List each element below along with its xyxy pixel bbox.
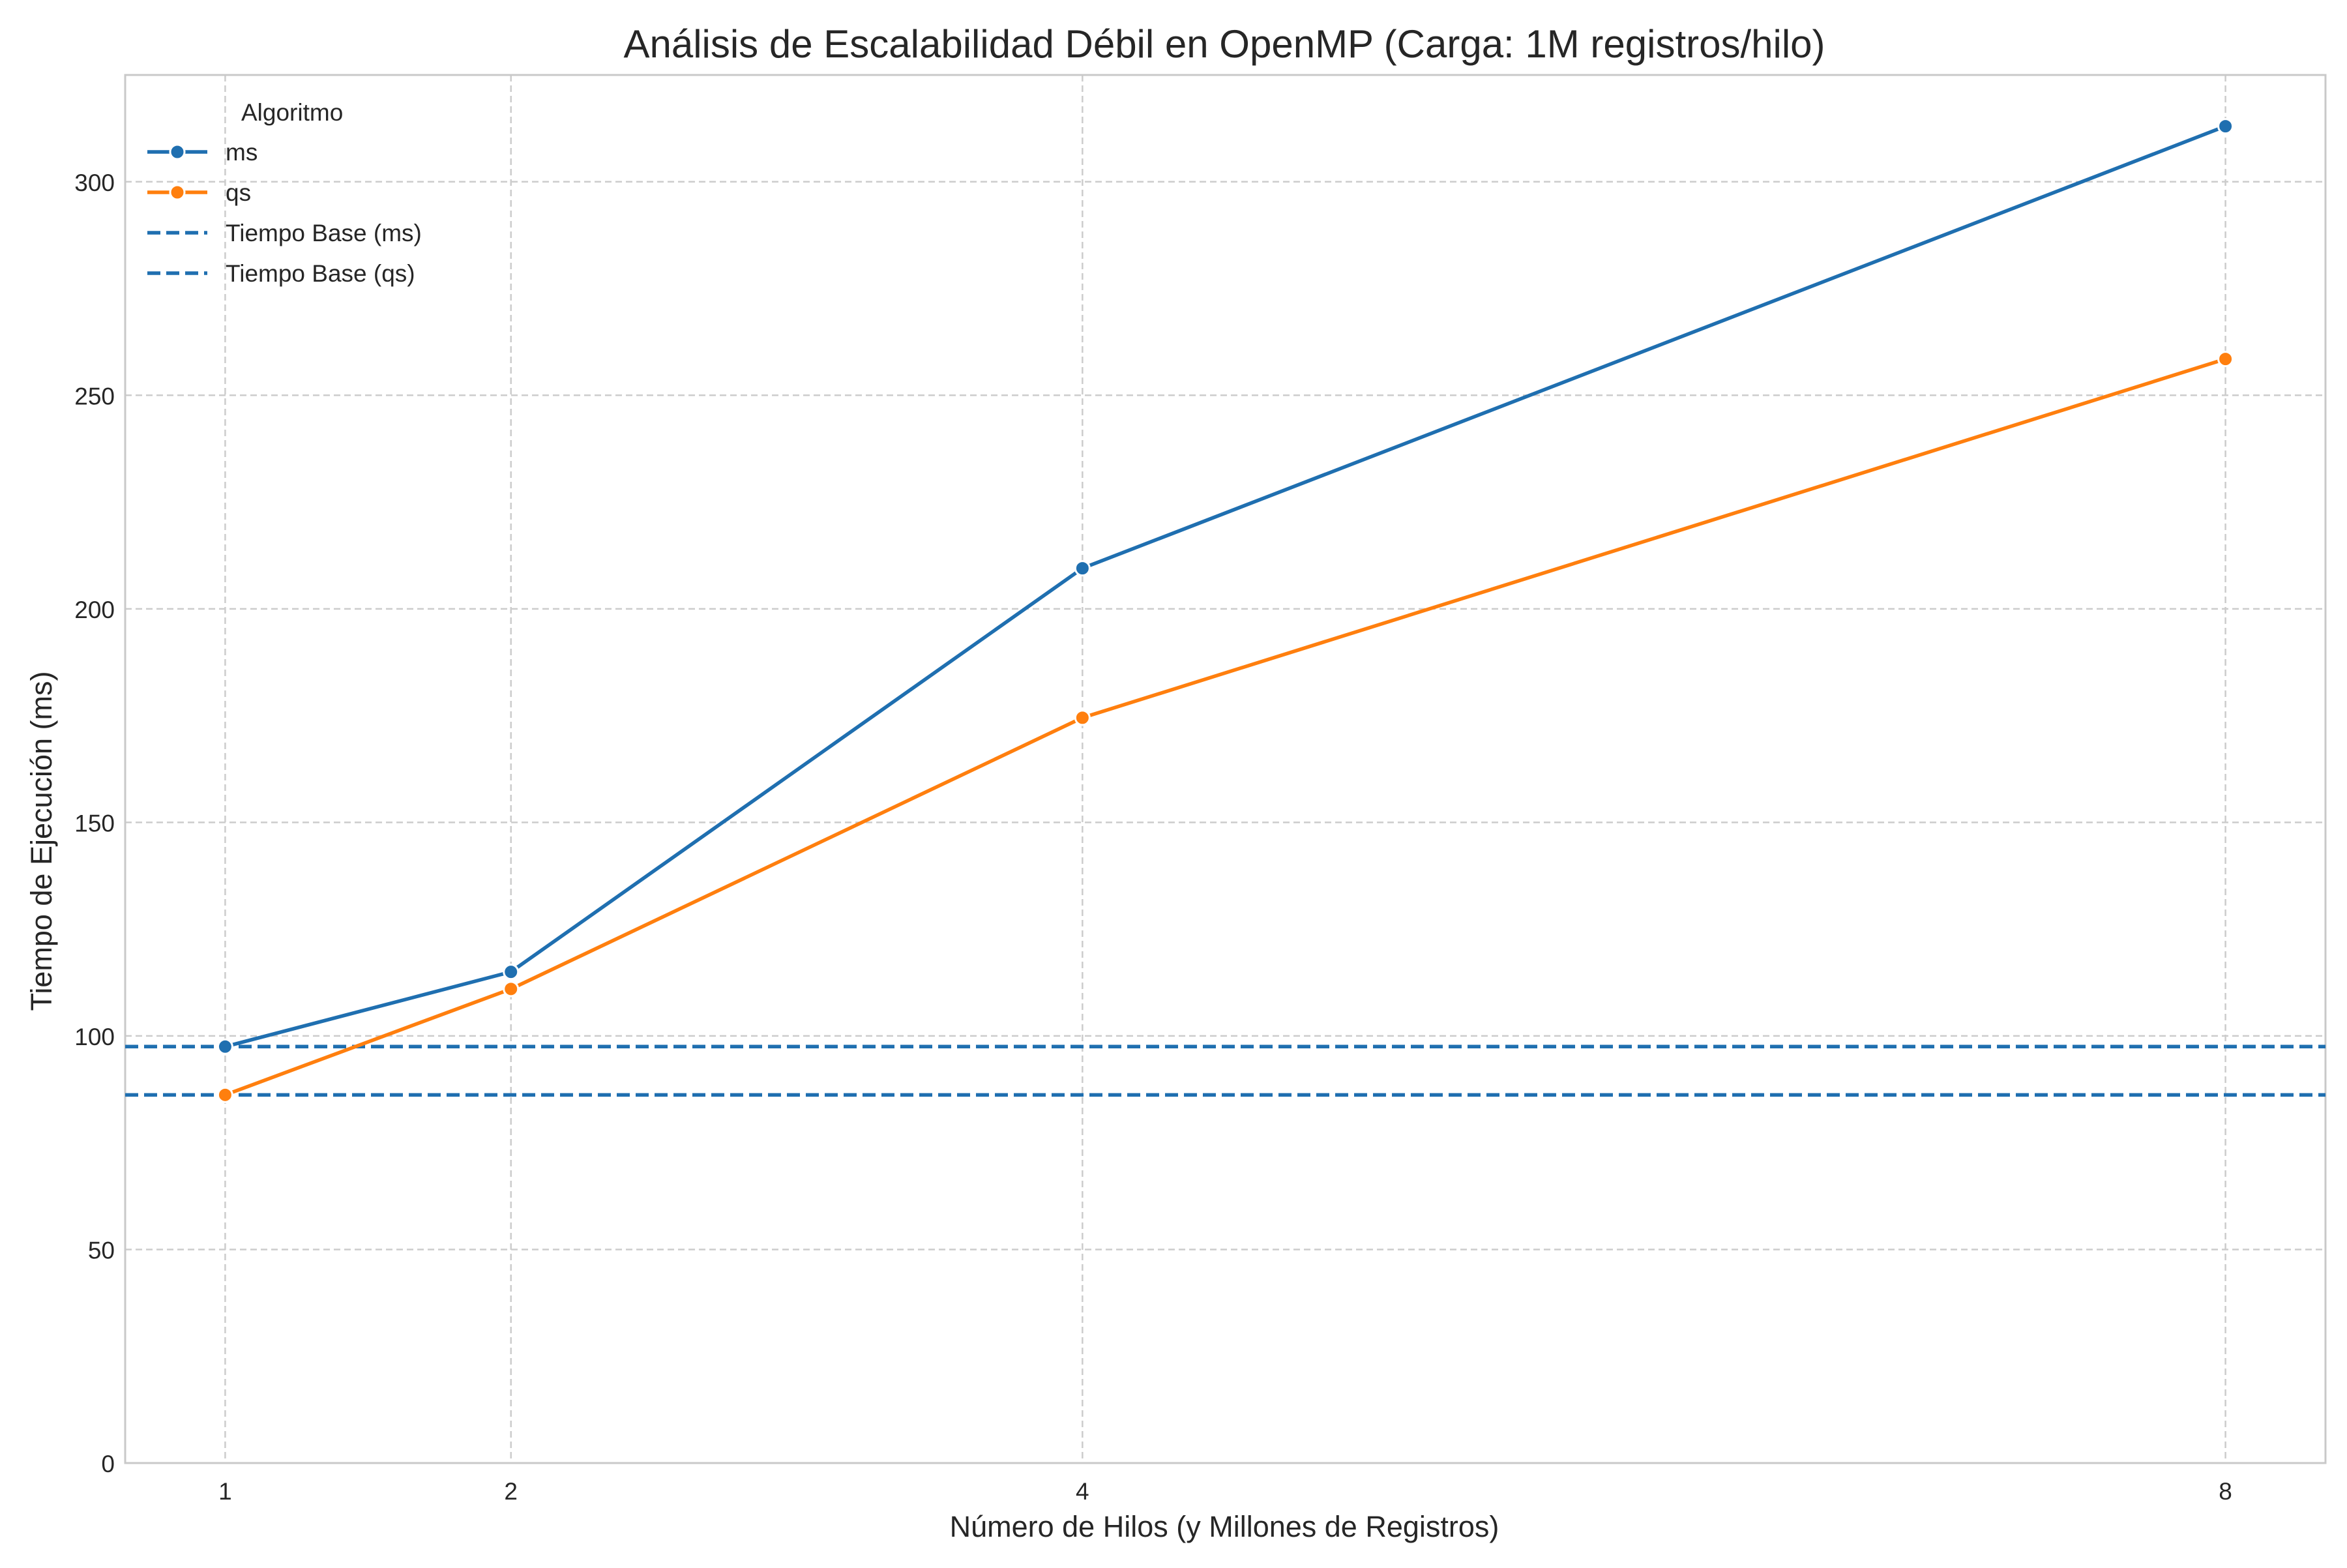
legend-swatch-marker [169,184,186,201]
data-point [1074,560,1091,577]
y-tick-label: 300 [74,170,115,196]
y-tick-label: 150 [74,810,115,836]
series-line [223,124,2228,1049]
legend-swatch-marker [169,143,186,160]
data-point [216,1086,233,1103]
data-point [216,1038,233,1055]
y-tick-label: 50 [88,1237,115,1264]
data-point [2217,118,2234,135]
x-axis-label: Número de Hilos (y Millones de Registros… [950,1510,1499,1543]
legend-item-label: Tiempo Base (ms) [226,220,422,246]
reference-lines [125,1044,2325,1097]
legend-item-label: Tiempo Base (qs) [226,260,415,287]
legend-title: Algoritmo [241,99,343,126]
legend-item-label: ms [226,139,258,166]
y-axis-label: Tiempo de Ejecución (ms) [25,671,58,1011]
legend: Algoritmo ms qs Tiempo Base (ms) Tiempo Bas… [147,99,422,287]
x-axis: 1 2 4 8 [218,1478,2232,1505]
x-tick-label: 1 [218,1478,232,1505]
data-point [2217,351,2234,368]
data-point [1074,709,1091,726]
y-tick-label: 250 [74,383,115,409]
y-tick-label: 0 [101,1451,115,1477]
chart-title: Análisis de Escalabilidad Débil en OpenM… [623,22,1825,66]
y-axis: 0 50 100 150 200 250 300 [74,170,115,1477]
series-markers [216,118,2234,1103]
plot-frame [124,74,2327,1464]
legend-item-label: qs [226,179,251,206]
x-tick-label: 8 [2219,1478,2232,1505]
series-line [223,357,2228,1097]
data-point [503,964,520,981]
y-tick-label: 100 [74,1024,115,1050]
data-point [503,981,520,998]
x-tick-label: 2 [504,1478,518,1505]
legend-items: ms qs Tiempo Base (ms) Tiempo Base (qs) [147,139,422,287]
y-tick-label: 200 [74,597,115,623]
x-tick-label: 4 [1076,1478,1089,1505]
plot-border [124,74,2327,1464]
series-lines [223,124,2228,1097]
